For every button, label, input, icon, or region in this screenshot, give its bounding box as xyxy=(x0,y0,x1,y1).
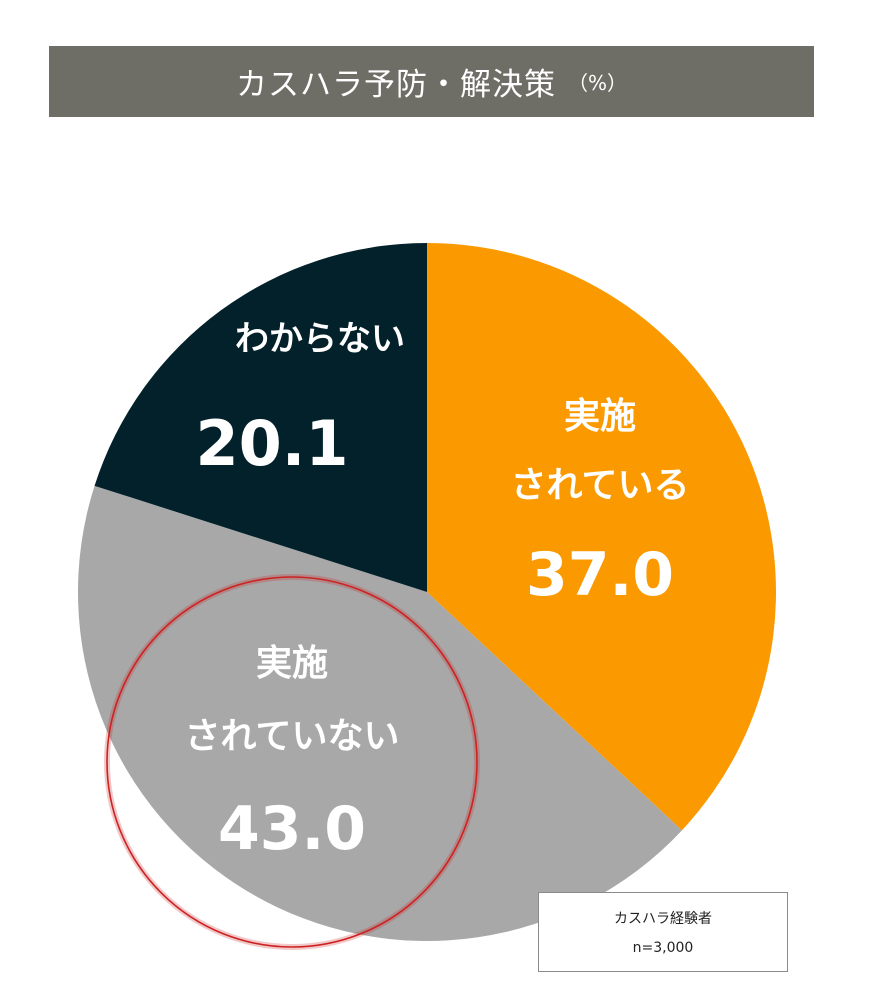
sample-note-group: カスハラ経験者 xyxy=(614,911,712,927)
chart-title-bar: カスハラ予防・解決策 （%） xyxy=(49,46,814,117)
sample-note: カスハラ経験者 n=3,000 xyxy=(538,892,788,972)
chart-unit: （%） xyxy=(567,71,627,95)
pie-slice-unknown xyxy=(94,243,427,592)
highlight-circle xyxy=(106,576,478,948)
slice-label-implemented-2: されている xyxy=(511,465,690,506)
slice-label-not-implemented-2: されていない xyxy=(185,716,400,757)
chart-title: カスハラ予防・解決策 xyxy=(235,67,556,103)
pie-slice-implemented xyxy=(427,243,777,831)
sample-note-size: n=3,000 xyxy=(632,940,694,956)
slice-value-not-implemented: 43.0 xyxy=(218,794,366,864)
slice-label-not-implemented-1: 実施 xyxy=(256,643,328,684)
pie-slice-not-implemented xyxy=(77,485,682,942)
slice-label-unknown-1: わからない xyxy=(235,319,405,359)
slice-label-implemented-1: 実施 xyxy=(564,396,636,437)
slice-value-implemented: 37.0 xyxy=(526,540,674,610)
slice-value-unknown: 20.1 xyxy=(196,407,349,480)
